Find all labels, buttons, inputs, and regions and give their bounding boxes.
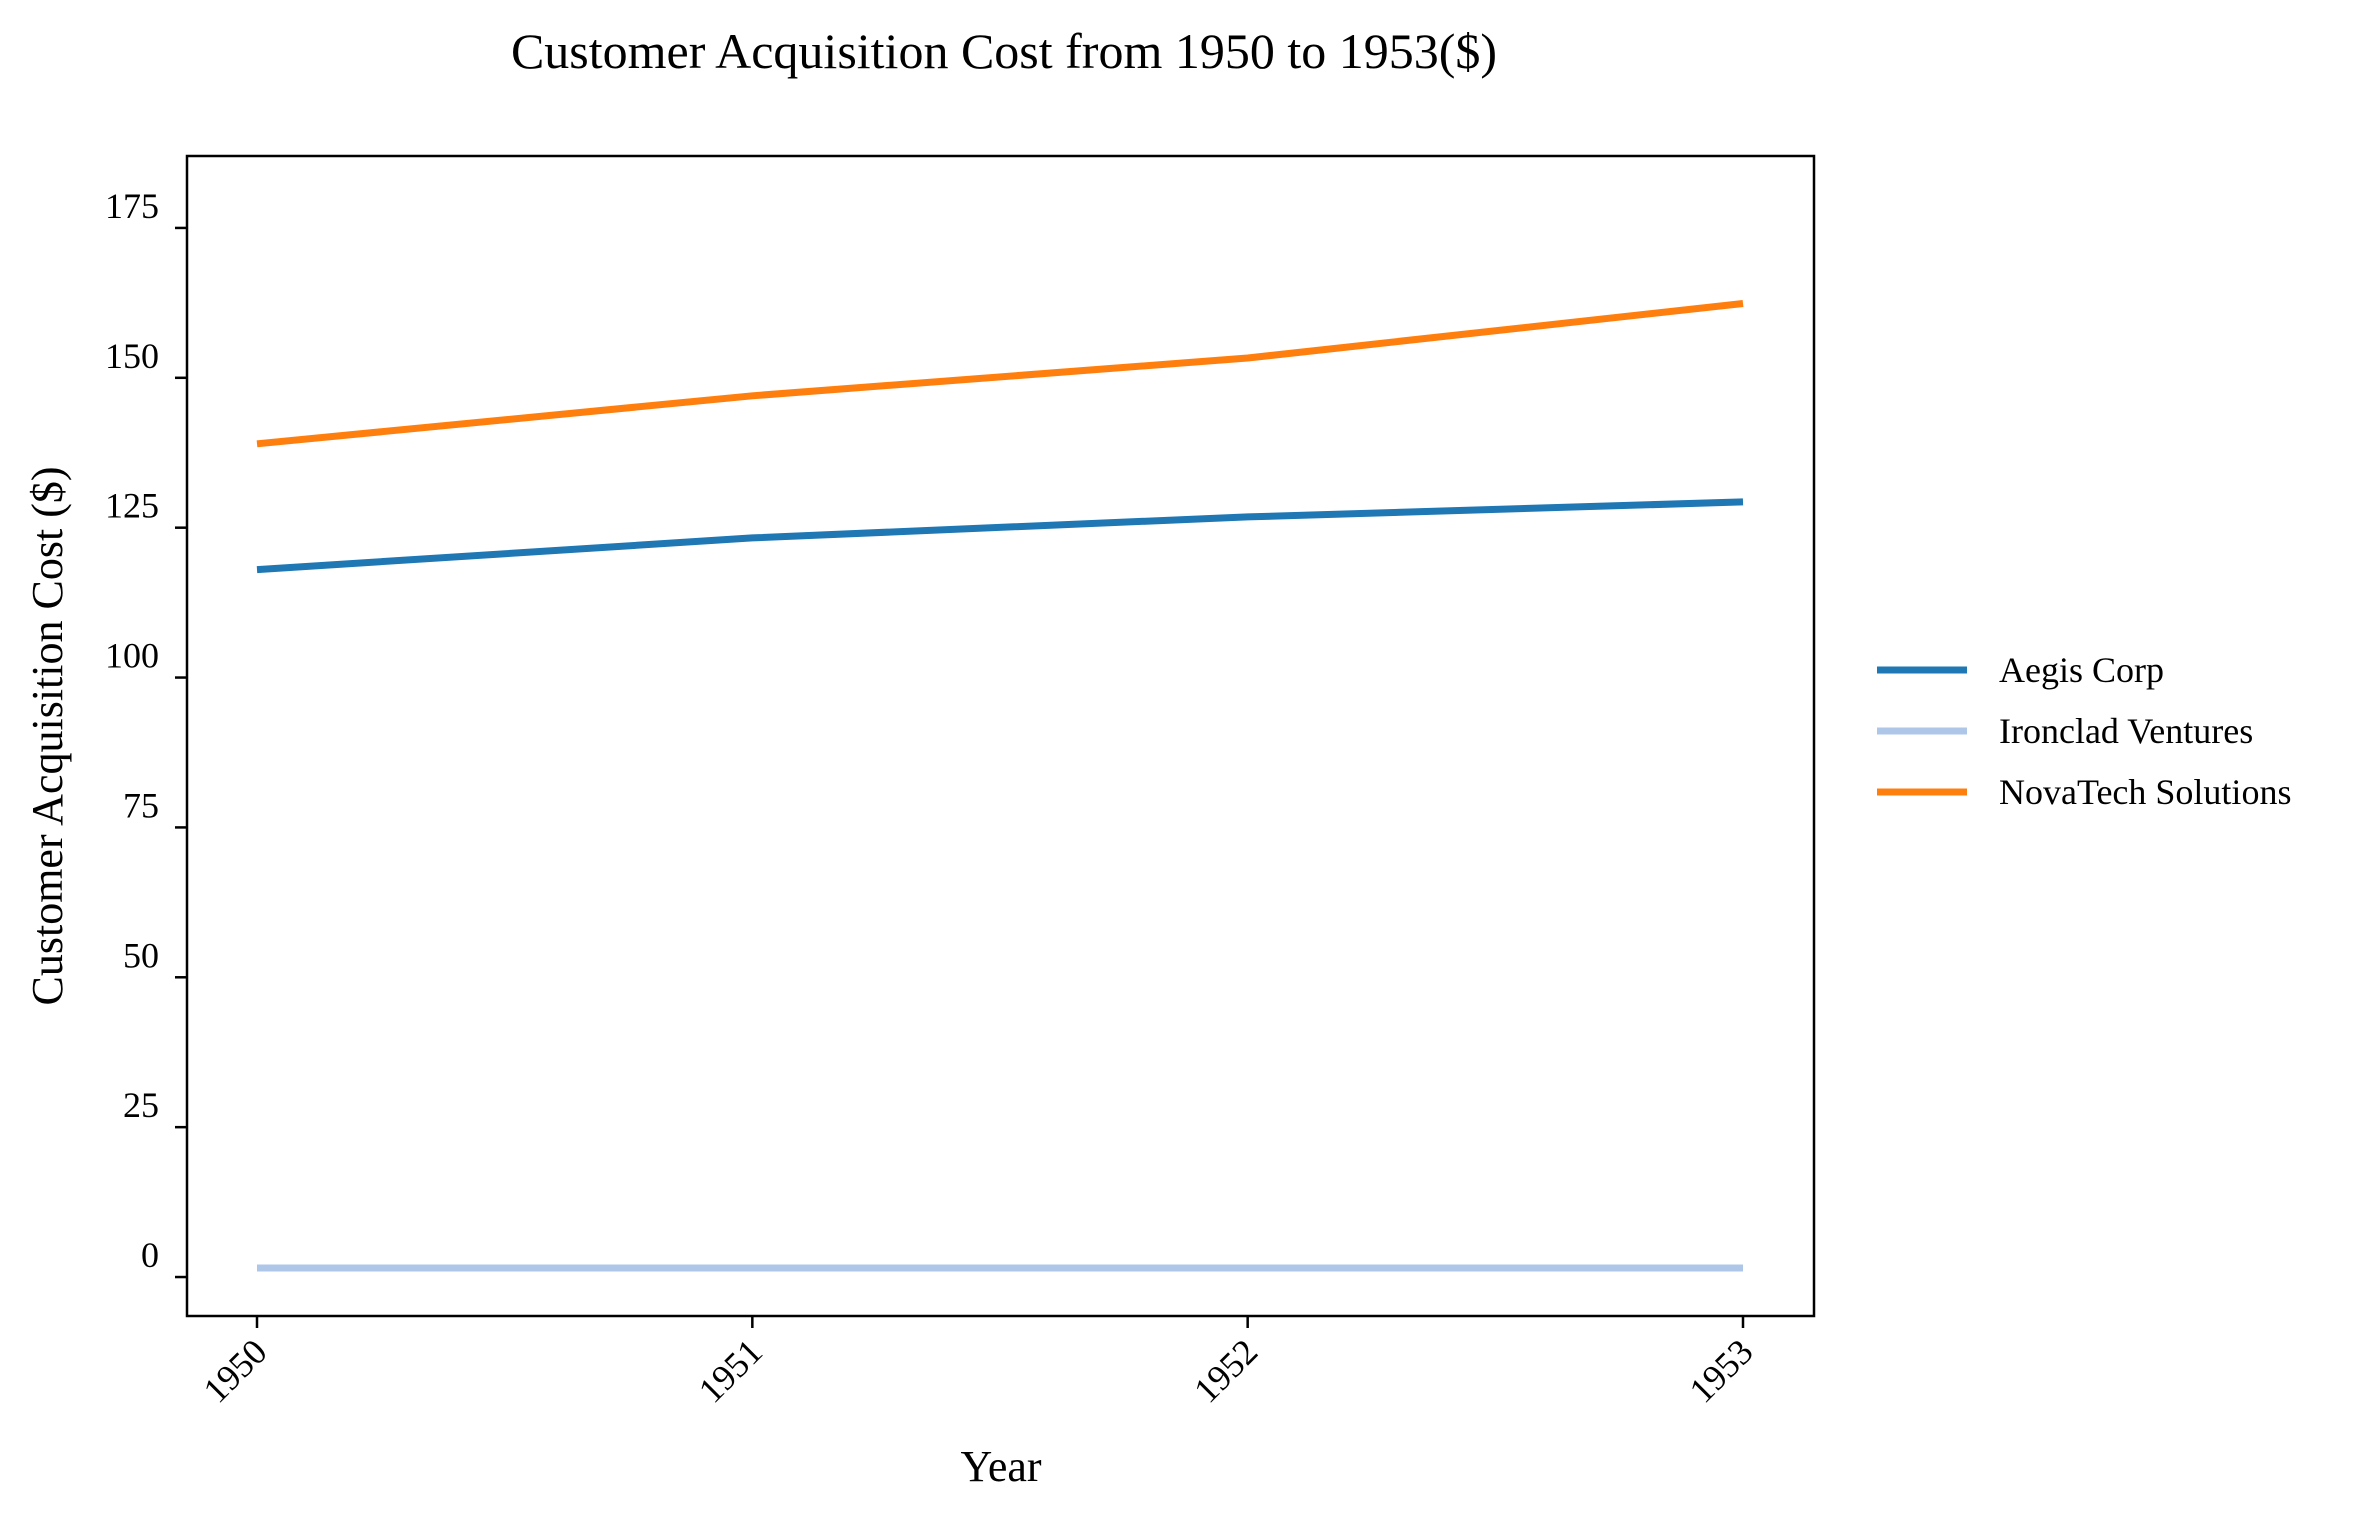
y-tick-label: 150 bbox=[105, 336, 159, 376]
legend: Aegis Corp Ironclad Ventures NovaTech Solu… bbox=[1877, 650, 2291, 812]
y-axis-label: Customer Acquisition Cost ($) bbox=[23, 467, 72, 1006]
y-tick-label: 0 bbox=[141, 1235, 159, 1275]
legend-label: NovaTech Solutions bbox=[1999, 772, 2291, 812]
x-axis-label: Year bbox=[960, 1442, 1041, 1491]
y-tick-label: 75 bbox=[123, 785, 159, 825]
legend-label: Ironclad Ventures bbox=[1999, 711, 2253, 751]
y-axis-ticks: 0 25 50 75 100 125 150 175 bbox=[105, 186, 187, 1279]
chart-title: Customer Acquisition Cost from 1950 to 1… bbox=[511, 23, 1497, 79]
series-line-novatech-solutions bbox=[256, 300, 1744, 448]
legend-label: Aegis Corp bbox=[1999, 650, 2164, 690]
plot-frame bbox=[185, 154, 1816, 1318]
y-tick-label: 100 bbox=[105, 636, 159, 676]
y-tick-label: 25 bbox=[123, 1085, 159, 1125]
y-tick-label: 125 bbox=[105, 486, 159, 526]
y-tick-label: 50 bbox=[123, 935, 159, 975]
y-tick-label: 175 bbox=[105, 186, 159, 226]
series-lines bbox=[256, 300, 1744, 1272]
series-line-aegis-corp bbox=[256, 498, 1744, 574]
